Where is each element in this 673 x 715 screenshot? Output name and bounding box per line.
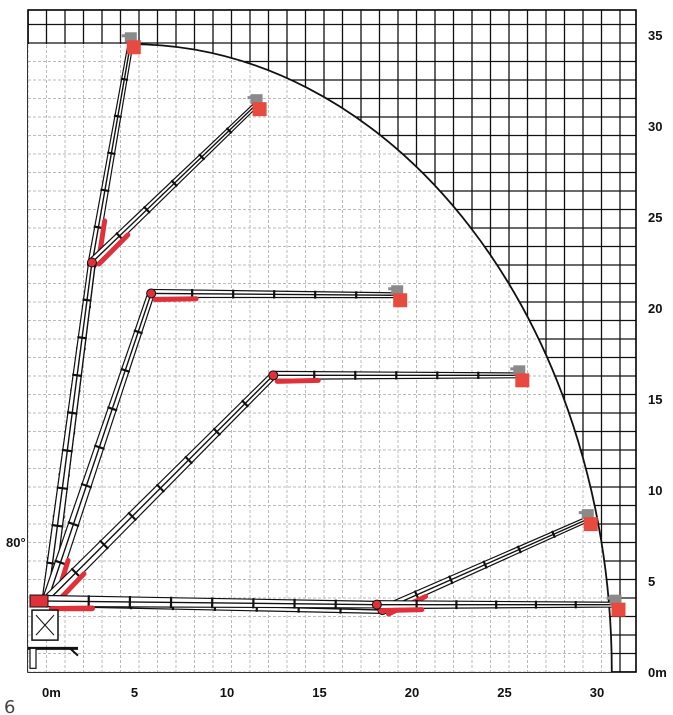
knuckle-joint: [86, 257, 97, 268]
boom-position: [46, 594, 626, 617]
boom-joint: [170, 179, 178, 188]
boom-joint: [448, 575, 454, 585]
boom-joint: [482, 560, 488, 569]
boom-joint: [98, 539, 109, 550]
x-tick-label: 15: [312, 685, 326, 700]
boom-position: [41, 285, 408, 604]
y-tick-label: 15: [648, 392, 662, 407]
basket-platform: [252, 102, 267, 117]
y-tick-label: 30: [648, 119, 662, 134]
x-tick-label: 30: [590, 685, 604, 700]
turret: [29, 594, 49, 608]
basket-platform: [515, 373, 530, 388]
page-number: 6: [4, 697, 15, 715]
boom-positions: [41, 32, 626, 617]
boom-joint: [66, 411, 78, 415]
boom-centerline: [46, 262, 93, 602]
axis-ticks: 0m 5 10 15 20 25 30 0m 5 10 15 20 25 30 35: [42, 28, 667, 700]
y-tick-label: 10: [648, 483, 662, 498]
working-envelope: [130, 43, 613, 673]
x-tick-label: 0m: [42, 685, 61, 700]
boom-joint: [120, 367, 131, 373]
boom-joint: [133, 329, 143, 335]
basket: [510, 365, 530, 388]
boom-joint: [51, 523, 64, 528]
boom-joint: [67, 521, 80, 528]
y-tick-label: 0m: [648, 665, 667, 680]
boom-segment: [46, 594, 378, 612]
basket: [247, 94, 267, 117]
boom-angle-label: 80°: [6, 535, 26, 550]
boom-joint: [198, 153, 206, 161]
hydraulic-cylinder: [274, 377, 321, 384]
boom-joint: [56, 486, 69, 491]
basket-top: [391, 285, 404, 296]
x-tick-label: 5: [131, 685, 138, 700]
hydraulic-cylinder: [96, 232, 131, 267]
basket: [388, 285, 408, 308]
knuckle-joint: [146, 288, 157, 299]
boom-joint: [241, 399, 250, 408]
boom-joint: [225, 127, 233, 134]
boom-joint: [184, 455, 194, 465]
boom-joint: [72, 373, 83, 378]
boom-joint: [77, 336, 87, 340]
boom-joint: [516, 545, 522, 554]
basket-top: [250, 94, 263, 105]
basket: [578, 509, 598, 532]
hydraulic-cylinder: [152, 296, 199, 302]
x-tick-label: 20: [405, 685, 419, 700]
boom-joint: [113, 114, 122, 119]
boom-joint: [61, 448, 73, 453]
boom-joint: [551, 530, 557, 539]
envelope-curve: [130, 43, 613, 673]
basket-top: [581, 509, 594, 520]
basket-platform: [393, 293, 408, 308]
boom-joint: [142, 205, 151, 214]
outrigger-foot: [69, 647, 79, 657]
x-tick-label: 25: [497, 685, 511, 700]
support-leg: [29, 647, 37, 669]
basket-handle: [121, 34, 127, 38]
basket-platform: [583, 517, 598, 532]
boom-segment: [41, 291, 156, 604]
hydraulic-cylinder: [378, 607, 425, 614]
boom-joint: [120, 77, 129, 82]
y-tick-label: 25: [648, 210, 662, 225]
boom-joint: [107, 151, 116, 156]
boom-joint: [100, 188, 110, 193]
basket-platform: [611, 602, 626, 617]
y-tick-label: 5: [648, 574, 655, 589]
knuckle-joint: [371, 599, 382, 610]
y-tick-label: 35: [648, 28, 662, 43]
basket: [121, 32, 141, 55]
boom-joint: [80, 482, 93, 489]
y-tick-label: 20: [648, 301, 662, 316]
basket-handle: [247, 96, 253, 100]
hydraulic-cylinder: [48, 605, 95, 612]
boom-joint: [93, 444, 105, 450]
basket: [606, 594, 626, 617]
basket-handle: [606, 596, 612, 600]
boom-joint: [127, 511, 137, 522]
basket-top: [124, 32, 137, 43]
basket-top: [609, 594, 622, 605]
vehicle-base: [28, 594, 79, 669]
boom-joint: [155, 483, 165, 493]
basket-handle: [510, 367, 516, 371]
basket-handle: [578, 511, 584, 515]
boom-joint: [212, 427, 222, 436]
x-tick-label: 10: [220, 685, 234, 700]
knuckle-joint: [268, 370, 279, 381]
boom-joint: [107, 406, 118, 412]
boom-joint: [82, 298, 92, 302]
chassis-brace: [35, 614, 55, 636]
basket-top: [513, 365, 526, 376]
basket-platform: [126, 40, 141, 55]
basket-handle: [388, 287, 394, 291]
